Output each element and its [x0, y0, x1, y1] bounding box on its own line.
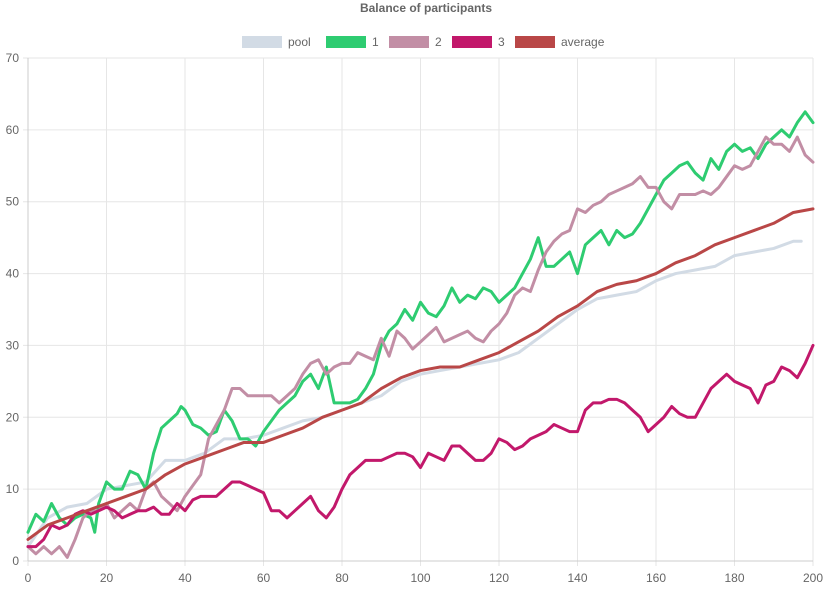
series-line — [26, 343, 815, 549]
legend-label: 2 — [435, 35, 442, 49]
x-tick-label: 80 — [335, 571, 349, 585]
y-tick-label: 0 — [12, 554, 19, 568]
y-tick-label: 10 — [6, 482, 20, 496]
series-line — [26, 110, 815, 534]
series-average — [26, 207, 815, 541]
legend-label: average — [561, 35, 605, 49]
x-tick-label: 200 — [803, 571, 823, 585]
series-pool — [26, 239, 803, 549]
legend[interactable]: pool 1 2 3 average — [242, 35, 605, 49]
legend-item[interactable]: 3 — [452, 35, 505, 49]
series-line — [26, 135, 815, 559]
legend-item[interactable]: pool — [242, 35, 311, 49]
x-tick-label: 40 — [178, 571, 192, 585]
y-tick-label: 40 — [6, 267, 20, 281]
x-tick-label: 180 — [724, 571, 744, 585]
x-tick-label: 140 — [567, 571, 587, 585]
legend-swatch — [326, 36, 366, 48]
series-line — [26, 239, 803, 549]
legend-item[interactable]: 1 — [326, 35, 379, 49]
y-tick-label: 20 — [6, 410, 20, 424]
legend-label: 1 — [372, 35, 379, 49]
legend-swatch — [452, 36, 492, 48]
x-tick-label: 60 — [257, 571, 271, 585]
y-tick-label: 60 — [6, 123, 20, 137]
legend-swatch — [242, 36, 282, 48]
y-tick-label: 70 — [6, 51, 20, 65]
series-group — [26, 110, 815, 559]
chart-title: Balance of participants — [360, 1, 492, 15]
x-tick-label: 100 — [410, 571, 430, 585]
legend-item[interactable]: average — [515, 35, 605, 49]
y-tick-label: 30 — [6, 338, 20, 352]
series-line — [26, 207, 815, 541]
x-tick-label: 20 — [100, 571, 114, 585]
x-tick-label: 120 — [489, 571, 509, 585]
axes: 0 20 40 60 80 100 120 140 160 180 200 0 10 20 30 40 50 60… — [6, 51, 824, 585]
legend-label: pool — [288, 35, 311, 49]
series-3 — [26, 343, 815, 549]
y-tick-label: 50 — [6, 195, 20, 209]
legend-item[interactable]: 2 — [389, 35, 442, 49]
x-tick-label: 0 — [25, 571, 32, 585]
series-1 — [26, 110, 815, 534]
legend-swatch — [515, 36, 555, 48]
legend-swatch — [389, 36, 429, 48]
x-tick-label: 160 — [646, 571, 666, 585]
legend-label: 3 — [498, 35, 505, 49]
series-2 — [26, 135, 815, 559]
